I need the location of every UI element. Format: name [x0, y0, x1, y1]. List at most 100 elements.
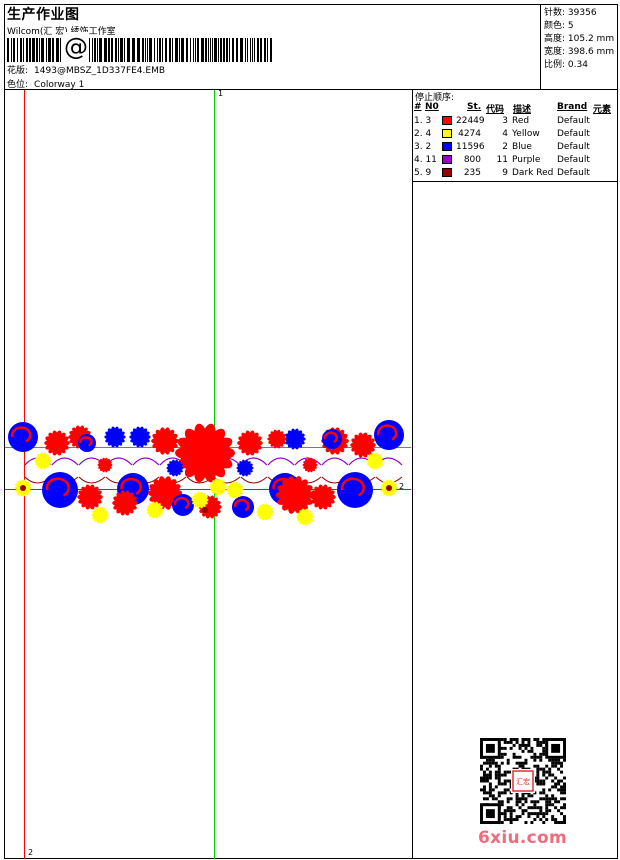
qr-module	[524, 738, 528, 741]
qr-module	[539, 812, 543, 816]
guide-marker-top: 1	[218, 89, 224, 98]
qr-module	[545, 797, 549, 801]
stat-stitches: 针数: 39356	[544, 8, 597, 18]
barcode-bar	[23, 38, 24, 62]
qr-module	[548, 803, 552, 807]
qr-module	[521, 749, 525, 753]
colorway-row: 色位: Colorway 1	[7, 77, 84, 90]
qr-module	[509, 812, 513, 816]
qr-module	[539, 806, 543, 810]
qr-finder	[485, 809, 495, 819]
qr-module	[485, 779, 489, 783]
barcode-at-symbol: @	[63, 32, 89, 62]
qr-module	[518, 800, 522, 804]
barcode-bar	[212, 38, 213, 62]
qr-module	[563, 785, 566, 789]
qr-module	[545, 818, 549, 822]
yellow-flower	[213, 482, 223, 492]
qr-module	[545, 794, 549, 798]
color-swatch	[442, 155, 452, 164]
qr-module	[551, 818, 555, 822]
qr-module	[509, 815, 513, 819]
qr-module	[536, 770, 540, 774]
qr-module	[521, 797, 525, 801]
barcode-bar	[229, 38, 230, 62]
qr-module	[545, 806, 549, 810]
qr-module	[509, 738, 513, 741]
qr-module	[542, 782, 546, 786]
qr-module	[563, 788, 566, 792]
qr-module	[527, 794, 531, 798]
qr-module	[563, 803, 566, 807]
qr-module	[497, 767, 501, 771]
qr-module	[551, 803, 555, 807]
dark-red-dot	[202, 507, 208, 513]
barcode-bar	[32, 38, 35, 62]
barcode-bar	[99, 38, 102, 62]
qr-module	[512, 743, 516, 747]
color-swatch	[442, 142, 452, 151]
qr-module	[485, 758, 489, 762]
stat-width: 宽度: 398.6 mm	[544, 47, 615, 57]
qr-module	[488, 794, 492, 798]
qr-module	[557, 809, 561, 813]
col-element: 元素	[593, 105, 612, 115]
barcode-bar	[41, 38, 44, 62]
yellow-flower	[150, 505, 160, 515]
qr-module	[512, 818, 516, 822]
barcode-bar	[260, 38, 262, 62]
red-flower	[156, 484, 174, 502]
qr-module	[524, 797, 528, 801]
qr-module	[557, 779, 561, 783]
stem	[321, 457, 349, 466]
qr-module	[515, 800, 519, 804]
qr-module	[545, 803, 549, 807]
qr-module	[527, 740, 531, 744]
sequence-row: 2. 4 4274 4 Yellow Default	[414, 129, 590, 139]
qr-module	[506, 758, 510, 762]
qr-module	[521, 803, 525, 807]
barcode-bar	[214, 38, 217, 62]
qr-module	[536, 815, 540, 819]
qr-module	[527, 806, 531, 810]
qr-module	[551, 779, 555, 783]
qr-module	[482, 785, 486, 789]
blue-swirl-curl	[376, 424, 398, 441]
barcode-bar	[20, 38, 22, 62]
qr-module	[488, 773, 492, 777]
barcode-bar	[52, 38, 54, 62]
page-frame	[4, 4, 618, 859]
qr-module	[563, 815, 566, 819]
qr-module	[542, 788, 546, 792]
qr-module	[530, 821, 534, 824]
qr-module	[536, 800, 540, 804]
qr-module	[536, 743, 540, 747]
qr-module	[482, 776, 486, 780]
qr-module	[530, 749, 534, 753]
qr-module	[536, 773, 540, 777]
qr-module	[557, 800, 561, 804]
sequence-bottom-divider	[412, 181, 618, 182]
qr-module	[548, 788, 552, 792]
qr-module	[548, 773, 552, 777]
qr-module	[542, 752, 546, 756]
qr-module	[497, 773, 501, 777]
qr-module	[545, 809, 549, 813]
qr-module	[542, 812, 546, 816]
barcode-bar	[232, 38, 234, 62]
qr-module	[491, 761, 495, 765]
qr-module	[509, 746, 513, 750]
barcode-bar	[127, 38, 130, 62]
qr-module	[491, 797, 495, 801]
barcode-bar	[162, 38, 163, 62]
barcode-bar	[236, 38, 238, 62]
barcode-bar	[201, 38, 204, 62]
barcode-bar	[169, 38, 171, 62]
col-no: N0	[425, 102, 439, 112]
qr-module	[518, 797, 522, 801]
qr-module	[515, 740, 519, 744]
qr-module	[509, 809, 513, 813]
qr-module	[533, 752, 537, 756]
barcode-bar	[147, 38, 148, 62]
qr-module	[560, 791, 564, 795]
